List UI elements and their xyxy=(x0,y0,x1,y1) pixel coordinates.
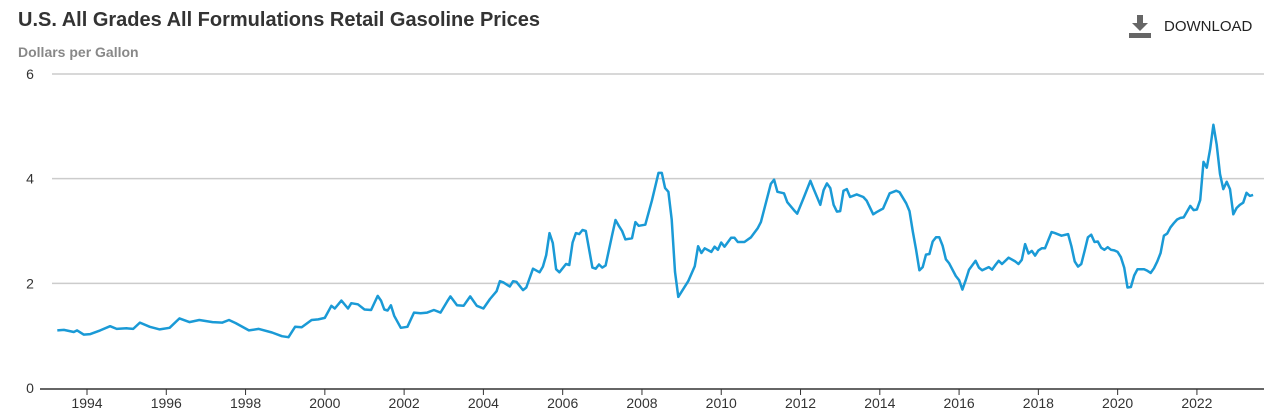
download-icon xyxy=(1129,15,1151,38)
x-tick-label: 2006 xyxy=(547,395,578,411)
x-tick-label: 2004 xyxy=(468,395,499,411)
y-tick-label: 4 xyxy=(26,171,34,187)
download-button[interactable]: DOWNLOAD xyxy=(1128,14,1252,38)
download-label: DOWNLOAD xyxy=(1164,17,1253,35)
y-tick-label: 2 xyxy=(26,275,34,291)
x-tick-label: 2012 xyxy=(785,395,816,411)
x-tick-label: 2010 xyxy=(706,395,737,411)
x-tick-label: 2018 xyxy=(1023,395,1054,411)
x-tick-label: 2022 xyxy=(1181,395,1212,411)
x-tick-label: 2000 xyxy=(309,395,340,411)
chart-title: U.S. All Grades All Formulations Retail … xyxy=(18,9,541,31)
x-axis: 1994 1996 1998 2000 2002 2004 2006 2008 2010 2012… xyxy=(40,388,1264,411)
x-tick-label: 2002 xyxy=(389,395,420,411)
y-tick-label: 6 xyxy=(26,66,34,82)
x-tick-label: 2014 xyxy=(864,395,895,411)
y-axis: 0 2 4 6 xyxy=(26,66,34,396)
x-tick-label: 1996 xyxy=(151,395,182,411)
series-layer xyxy=(57,123,1254,339)
price-line xyxy=(57,123,1254,339)
x-tick-label: 1998 xyxy=(230,395,261,411)
x-tick-label: 2020 xyxy=(1102,395,1133,411)
x-tick-label: 2016 xyxy=(944,395,975,411)
y-tick-label: 0 xyxy=(26,380,34,396)
x-tick-label: 1994 xyxy=(71,395,102,411)
chart-subtitle-units: Dollars per Gallon xyxy=(18,44,139,60)
x-tick-label: 2008 xyxy=(626,395,657,411)
